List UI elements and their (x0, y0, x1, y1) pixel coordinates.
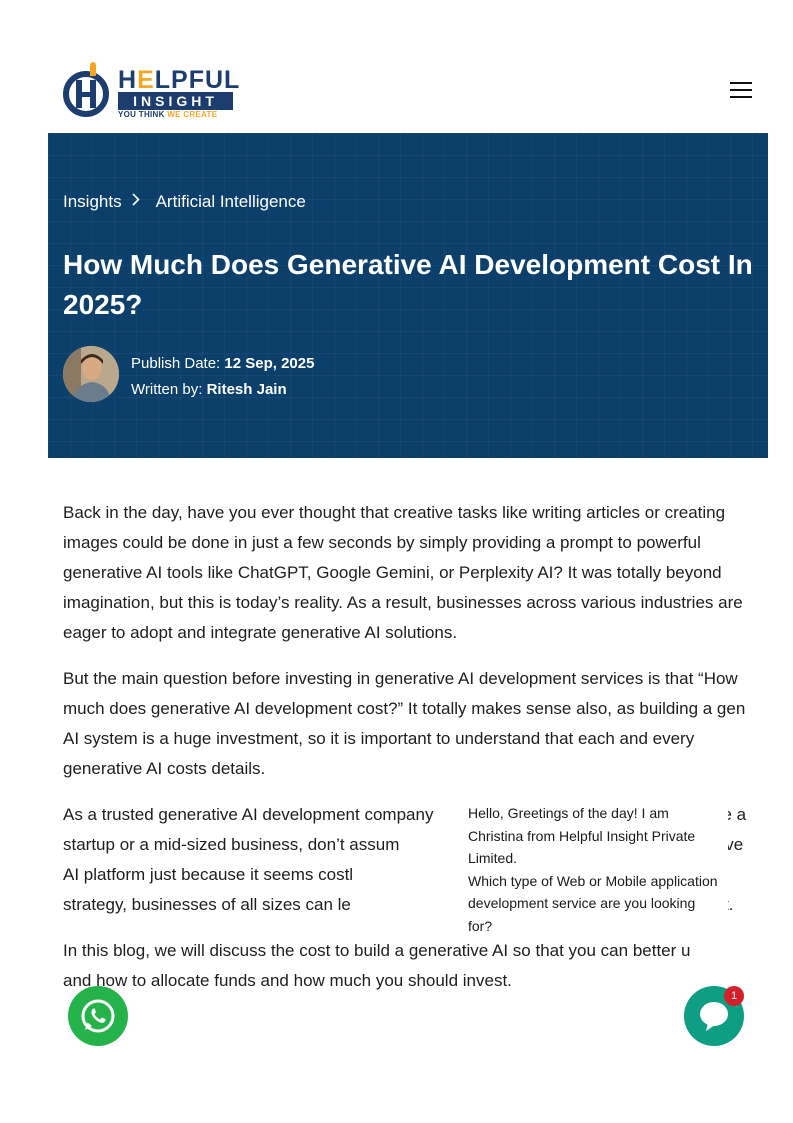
article-meta: Publish Date: 12 Sep, 2025 Written by: R… (131, 351, 314, 403)
whatsapp-icon (81, 999, 115, 1033)
site-header: HELPFUL INSIGHT YOU THINK WE CREATE (0, 0, 793, 133)
article-body: Back in the day, have you ever thought t… (63, 498, 753, 1012)
page-title: How Much Does Generative AI Development … (63, 249, 753, 320)
logo-insight-bar: INSIGHT (118, 92, 233, 110)
logo-mark-icon (63, 62, 109, 117)
chat-message: Which type of Web or Mobile application … (468, 872, 718, 934)
helpful-insight-logo[interactable]: HELPFUL INSIGHT YOU THINK WE CREATE (62, 62, 241, 120)
whatsapp-button[interactable] (68, 986, 128, 1046)
chat-greeting-popup[interactable]: Hello, Greetings of the day! I am Christ… (460, 798, 728, 941)
breadcrumb-item-insights[interactable]: Insights (63, 192, 122, 211)
author-avatar (63, 346, 119, 402)
chat-bubble-icon (700, 1002, 728, 1031)
chevron-right-icon (132, 193, 140, 211)
author-row: Written by: Ritesh Jain (131, 381, 287, 398)
article-paragraph: Back in the day, have you ever thought t… (63, 503, 743, 642)
article-paragraph: In this blog, we will discuss the cost t… (63, 941, 729, 990)
breadcrumb-item-artificial-intelligence[interactable]: Artificial Intelligence (155, 192, 306, 211)
article-hero: Insights Artificial Intelligence How Muc… (48, 133, 768, 458)
chat-message: Hello, Greetings of the day! I am Christ… (468, 805, 696, 866)
article-paragraph: But the main question before investing i… (63, 669, 746, 778)
publish-date: 12 Sep, 2025 (224, 355, 315, 372)
publish-date-row: Publish Date: 12 Sep, 2025 (131, 355, 315, 372)
hamburger-icon[interactable] (730, 82, 754, 100)
logo-tagline: YOU THINK WE CREATE (118, 110, 218, 119)
logo-wordmark: HELPFUL (118, 66, 241, 94)
breadcrumb: Insights Artificial Intelligence (63, 192, 306, 212)
author-name[interactable]: Ritesh Jain (206, 381, 287, 398)
unread-badge: 1 (724, 986, 744, 1006)
